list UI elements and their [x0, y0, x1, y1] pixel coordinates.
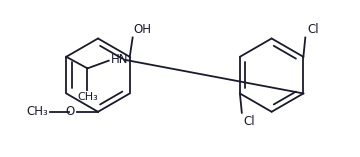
- Text: Cl: Cl: [307, 23, 319, 36]
- Text: HN: HN: [111, 53, 128, 66]
- Text: O: O: [66, 105, 75, 118]
- Text: CH₃: CH₃: [26, 105, 48, 118]
- Text: Cl: Cl: [244, 115, 255, 128]
- Text: OH: OH: [134, 23, 152, 36]
- Text: CH₃: CH₃: [77, 92, 98, 103]
